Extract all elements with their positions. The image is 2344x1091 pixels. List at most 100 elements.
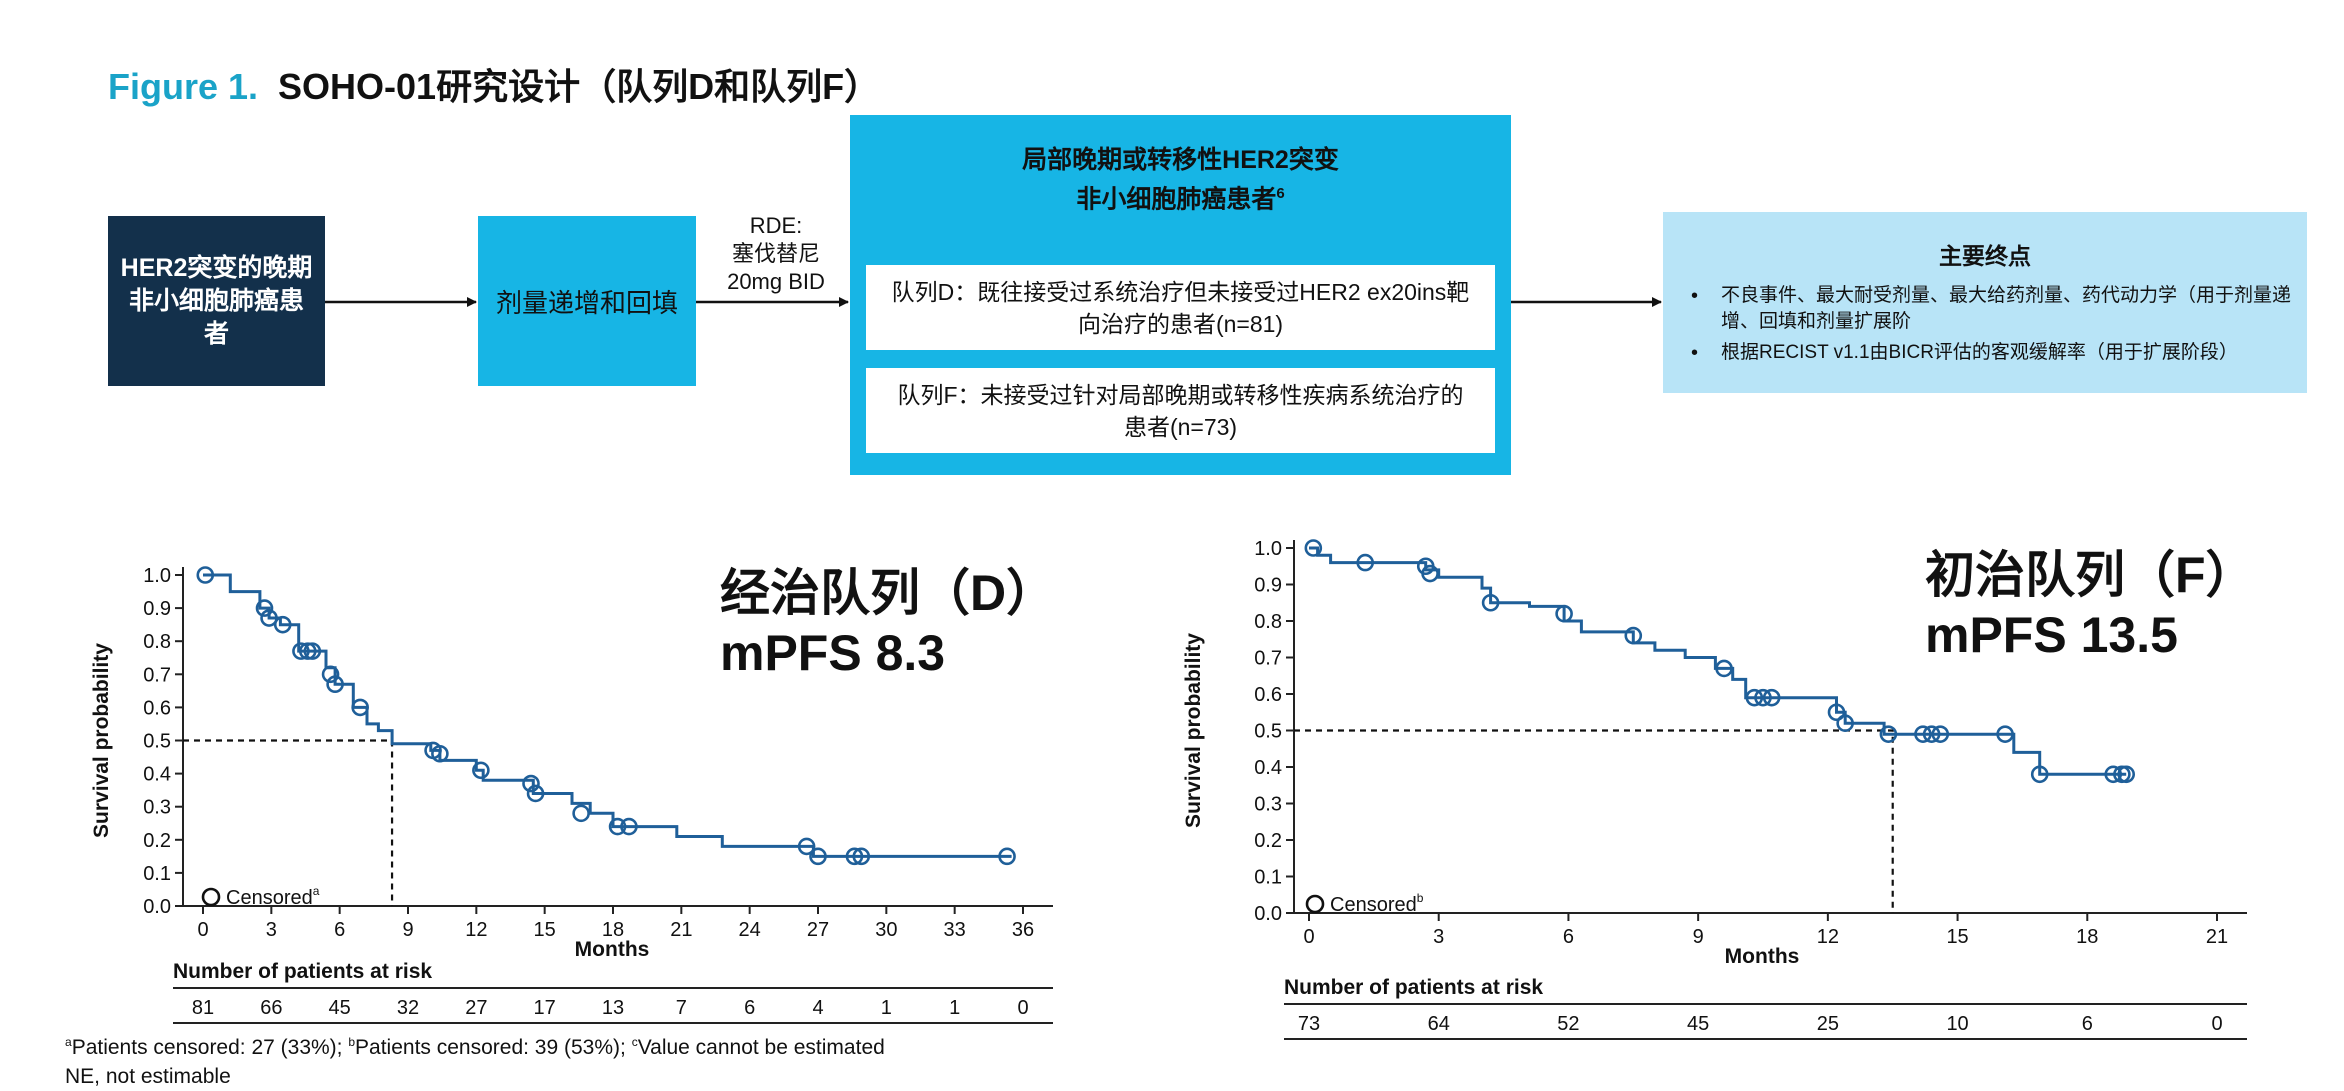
censored-marker [1304, 539, 1323, 557]
cohort-d-box: 队列D：既往接受过系统治疗但未接受过HER2 ex20ins靶向治疗的患者(n=… [866, 265, 1495, 350]
x-tick-label: 18 [2076, 926, 2098, 948]
x-tick-label: 36 [1012, 919, 1034, 941]
y-tick-label: 0.1 [143, 863, 171, 885]
x-tick-label: 24 [739, 919, 761, 941]
at-risk-value: 66 [260, 997, 282, 1019]
x-tick-label: 33 [944, 919, 966, 941]
x-tick-label: 3 [266, 919, 277, 941]
cohorts-title-line2: 非小细胞肺癌患者 [1076, 185, 1277, 214]
cohort-f-text: 队列F：未接受过针对局部晚期或转移性疾病系统治疗的患者(n=73) [897, 381, 1464, 440]
escalation-box-label: 剂量递增和回填 [495, 287, 678, 318]
at-risk-value: 1 [949, 997, 960, 1019]
censored-marker [1481, 593, 1500, 612]
at-risk-value: 32 [397, 997, 419, 1019]
at-risk-value: 1 [881, 997, 892, 1019]
censored-marker [255, 599, 274, 617]
censored-marker [572, 804, 590, 823]
legend-censored-icon [201, 887, 221, 907]
censored-marker [1922, 725, 1941, 743]
at-risk-value: 17 [534, 997, 556, 1019]
endpoint-item-1: 不良事件、最大耐受剂量、最大给药剂量、药代动力学（用于剂量递增、回填和剂量扩展阶 [1683, 283, 2303, 335]
at-risk-value: 7 [676, 997, 687, 1019]
at-risk-value: 0 [1017, 997, 1028, 1019]
endpoint-item-2: 根据RECIST v1.1由BICR评估的客观缓解率（用于扩展阶段） [1683, 340, 2303, 366]
right-headline-mpfs: mPFS 13.5 [1925, 607, 2178, 663]
x-tick-label: 12 [465, 919, 487, 941]
x-tick-label: 6 [1563, 926, 1574, 948]
at-risk-value: 6 [2082, 1013, 2093, 1035]
cohort-f-box: 队列F：未接受过针对局部晚期或转移性疾病系统治疗的患者(n=73) [866, 368, 1495, 453]
x-tick-label: 30 [875, 919, 897, 941]
cohort-d-text: 队列D：既往接受过系统治疗但未接受过HER2 ex20ins靶向治疗的患者(n=… [891, 278, 1470, 337]
x-tick-label: 21 [670, 919, 692, 941]
x-tick-label: 15 [1946, 926, 1968, 948]
footnote-c-text: Value cannot be estimated [637, 1036, 885, 1059]
footnote: aPatients censored: 27 (33%); bPatients … [65, 1028, 885, 1091]
y-tick-label: 0.7 [143, 664, 171, 686]
figure-title: Figure 1. SOHO-01研究设计（队列D和队列F） [108, 58, 880, 110]
footnote-marker-a: a [65, 1035, 72, 1049]
censored-marker [292, 642, 310, 660]
censored-marker [526, 784, 545, 803]
rde-label-group: RDE: 塞伐替尼 20mg BID [702, 212, 850, 296]
censored-marker [2104, 765, 2123, 784]
censored-marker [472, 761, 490, 780]
censored-marker [1624, 626, 1643, 645]
at-risk-value: 52 [1557, 1013, 1579, 1035]
risk-table-title: Number of patients at risk [173, 960, 432, 983]
y-tick-label: 0.1 [1254, 867, 1282, 889]
censored-marker [1931, 725, 1950, 743]
censored-marker [196, 566, 215, 584]
y-tick-label: 0.8 [1254, 611, 1282, 633]
censored-marker [326, 675, 344, 694]
at-risk-value: 45 [329, 997, 351, 1019]
censored-marker [2117, 765, 2136, 784]
y-tick-label: 0.7 [1254, 648, 1282, 670]
at-risk-value: 73 [1298, 1013, 1320, 1035]
y-tick-label: 0.3 [143, 797, 171, 819]
at-risk-value: 45 [1687, 1013, 1709, 1035]
censored-marker [1754, 688, 1772, 707]
km-chart-cohort-d: 0.00.10.20.30.40.50.60.70.80.91.00 3 6 9 12 1… [90, 565, 1053, 1024]
censored-marker [1715, 659, 1733, 678]
censored-marker [1356, 553, 1375, 572]
right-headline-cohort: 初治队列（F） [1925, 547, 2256, 603]
x-tick-label: 15 [534, 919, 556, 941]
censored-marker [1745, 688, 1764, 707]
y-tick-label: 0.6 [1254, 684, 1282, 706]
rde-drug: 塞伐替尼 [731, 241, 820, 266]
rde-dose: 20mg BID [727, 269, 825, 294]
at-risk-value: 0 [2211, 1013, 2222, 1035]
cohorts-title-sup: 6 [1276, 185, 1285, 202]
x-tick-label: 21 [2206, 926, 2228, 948]
x-tick-label: 18 [602, 919, 624, 941]
y-tick-label: 0.6 [143, 697, 171, 719]
y-axis-label: Survival probability [90, 643, 113, 838]
footnote-a-text: Patients censored: 27 (33%); [71, 1036, 349, 1059]
at-risk-value: 81 [192, 997, 214, 1019]
y-tick-label: 0.2 [143, 830, 171, 852]
censored-marker [852, 847, 871, 866]
censored-marker [1836, 714, 1854, 732]
figure-number: Figure 1. [108, 66, 259, 107]
y-tick-label: 1.0 [143, 565, 171, 587]
legend-censored-sup: b [1417, 891, 1424, 905]
x-tick-label: 6 [334, 919, 345, 941]
censored-marker [1555, 604, 1573, 623]
x-axis-label: Months [1725, 945, 1800, 968]
censored-marker [522, 774, 540, 793]
y-tick-label: 0.5 [1254, 721, 1282, 743]
censored-marker [1421, 564, 1439, 583]
x-tick-label: 0 [1303, 926, 1314, 948]
y-tick-label: 0.8 [143, 631, 171, 653]
censored-marker [608, 817, 627, 836]
y-tick-label: 0.9 [1254, 575, 1282, 597]
x-tick-label: 9 [1693, 926, 1704, 948]
y-tick-label: 0.0 [1254, 903, 1282, 925]
at-risk-value: 27 [465, 997, 487, 1019]
y-tick-label: 0.2 [1254, 830, 1282, 852]
figure-title-text: SOHO-01研究设计（队列D和队列F） [278, 66, 881, 107]
legend-censored-icon [1305, 894, 1325, 914]
censored-marker [321, 665, 340, 684]
